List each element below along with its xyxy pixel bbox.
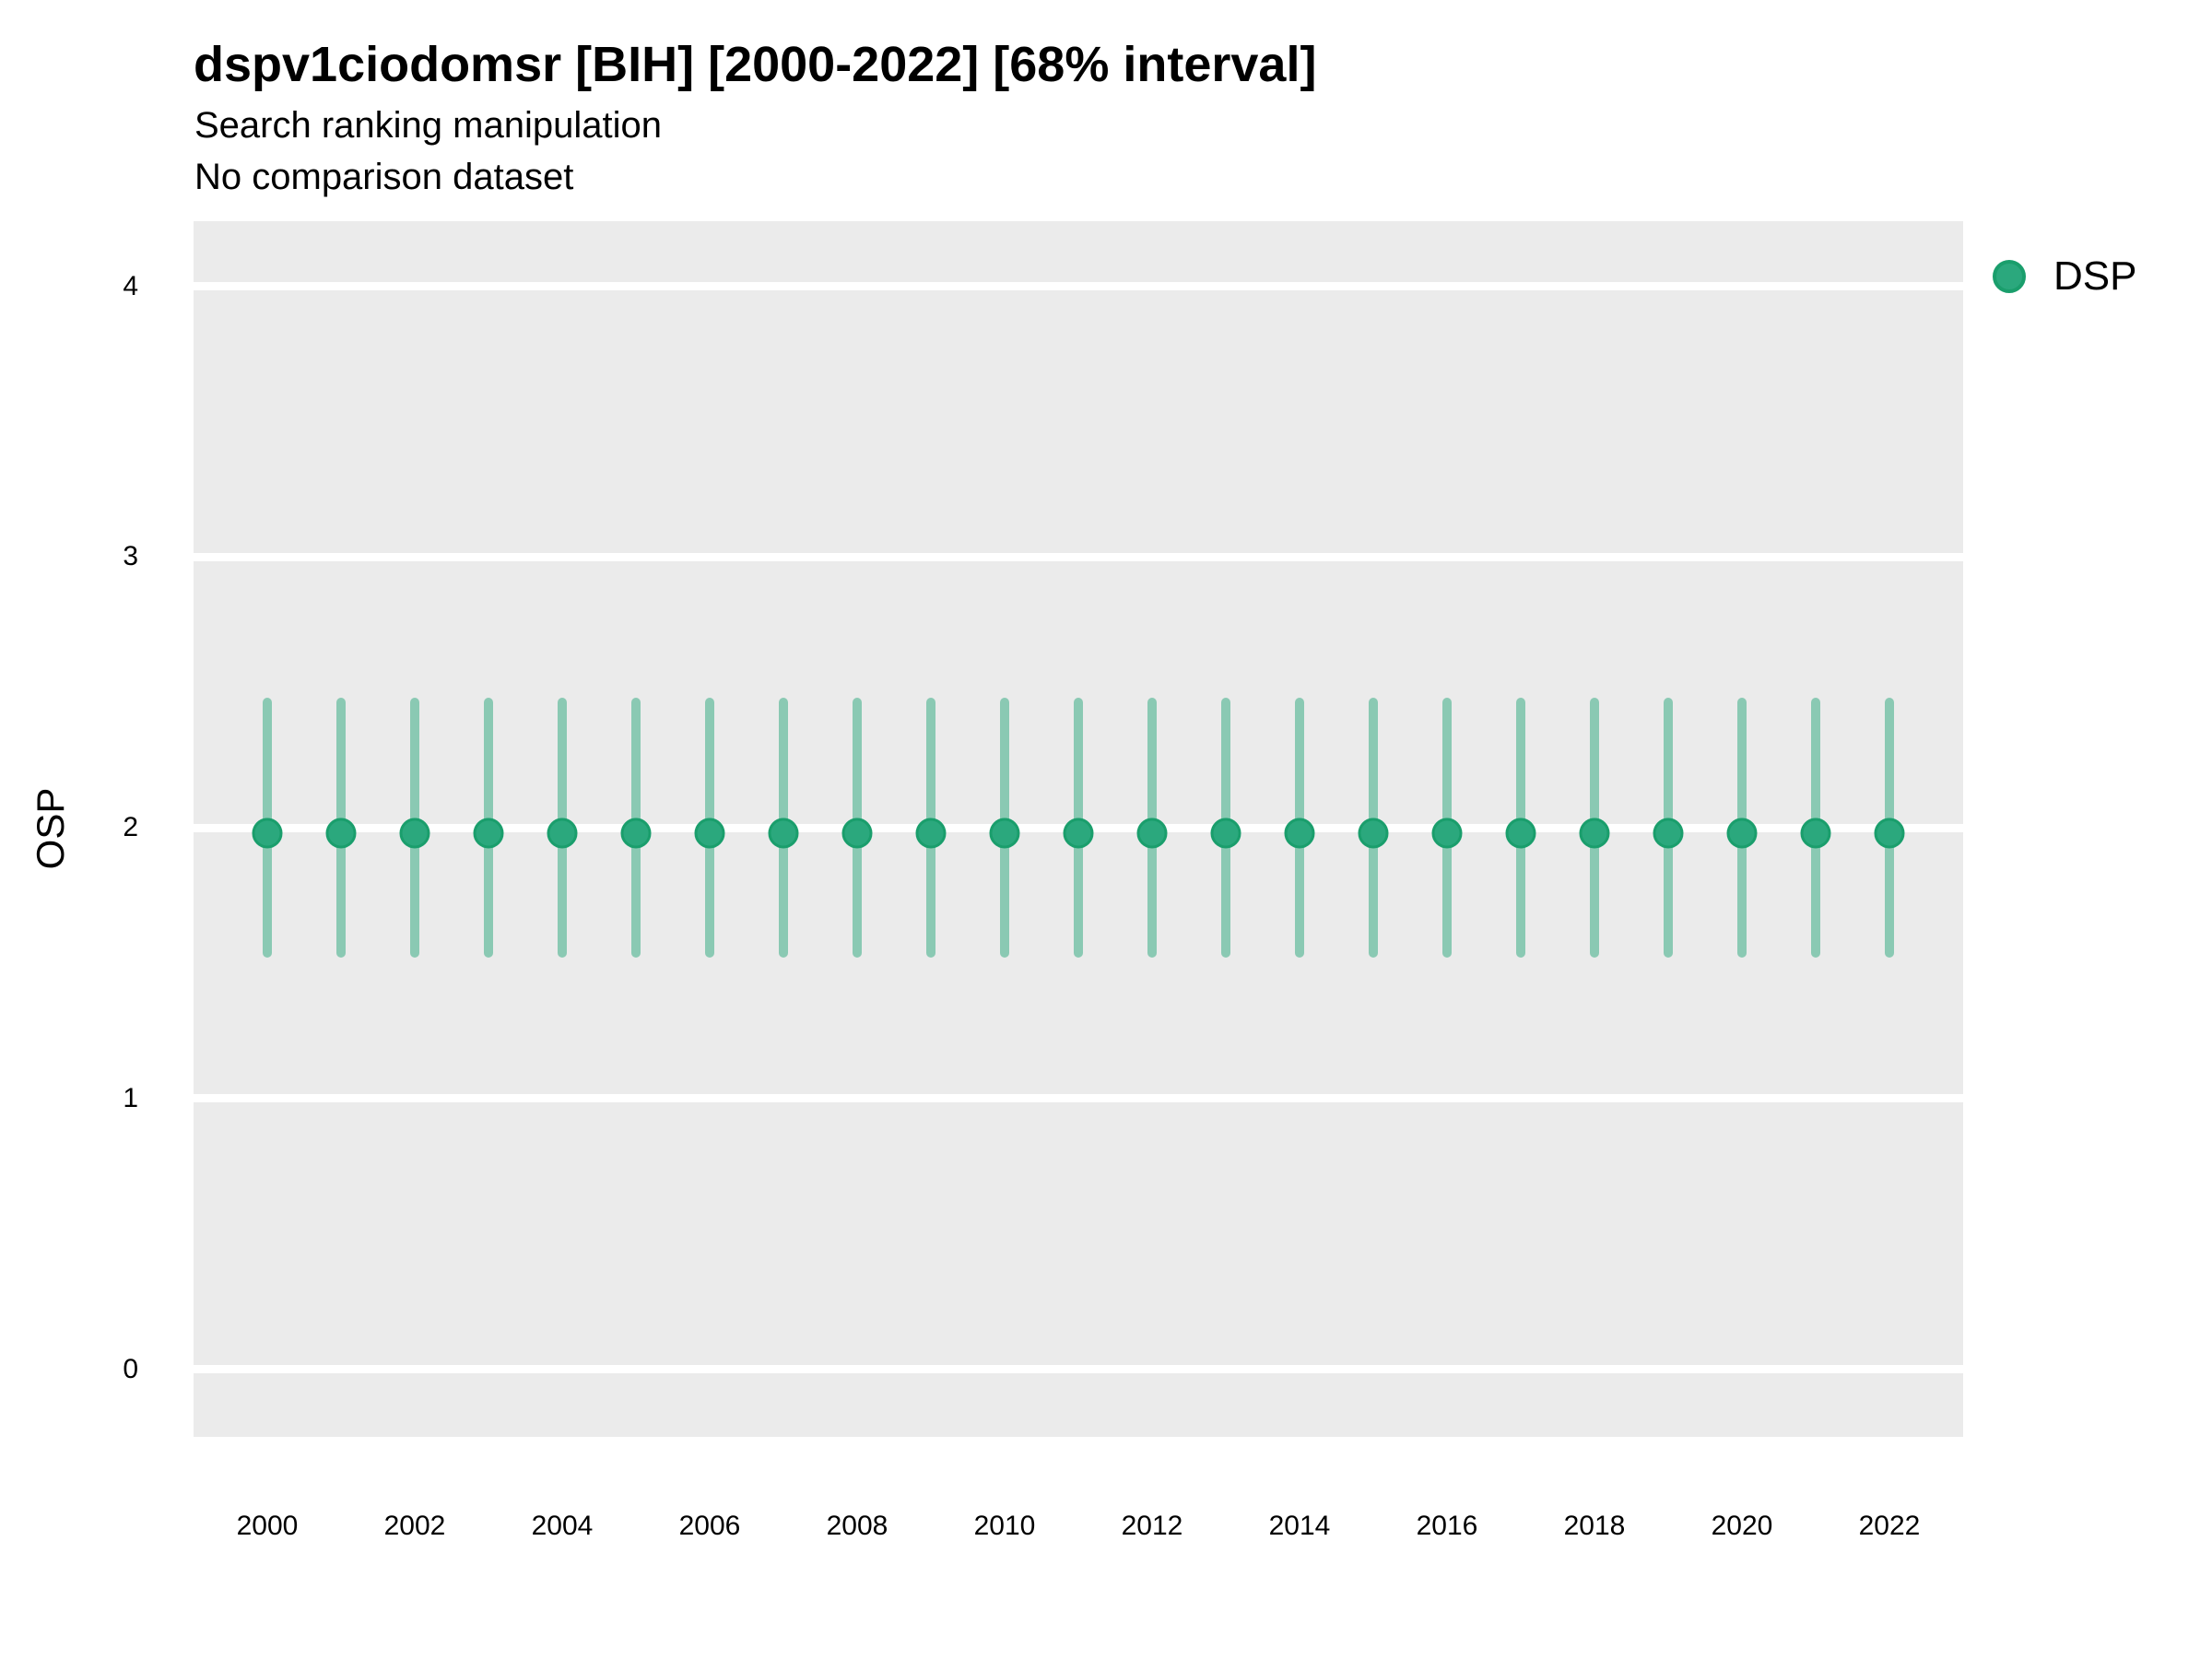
data-point [1136,818,1168,849]
data-point [1800,818,1831,849]
y-tick-label: 4 [123,270,138,301]
x-tick-label: 2016 [1416,1511,1478,1541]
x-tick-label: 2022 [1858,1511,1921,1541]
gridline [194,1094,1963,1103]
data-point [989,818,1020,849]
data-point [1358,818,1389,849]
legend-label: DSP [2053,253,2137,299]
data-point [620,818,652,849]
x-tick-label: 2012 [1121,1511,1183,1541]
chart-title: dspv1ciodomsr [BIH] [2000-2022] [68% int… [194,37,1317,92]
legend-point-icon [1993,260,2026,293]
chart-subtitle: Search ranking manipulation [194,105,662,146]
data-point [768,818,799,849]
data-point [1063,818,1094,849]
gridline [194,1365,1963,1374]
data-point [1579,818,1610,849]
data-point [1505,818,1536,849]
y-tick-label: 2 [123,812,138,843]
data-point [915,818,947,849]
data-point [1874,818,1905,849]
gridline [194,552,1963,561]
data-point [547,818,578,849]
data-point [399,818,430,849]
data-point [694,818,725,849]
data-point [473,818,504,849]
gridline [194,282,1963,290]
x-tick-label: 2000 [236,1511,299,1541]
y-tick-label: 1 [123,1082,138,1113]
data-point [841,818,873,849]
y-tick-label: 3 [123,541,138,572]
data-point [325,818,357,849]
y-tick-label: 0 [123,1353,138,1384]
x-tick-label: 2018 [1563,1511,1626,1541]
x-tick-label: 2008 [826,1511,888,1541]
legend: DSP [1993,254,2136,299]
plot-panel [194,221,1963,1437]
data-point [1210,818,1241,849]
x-tick-label: 2010 [973,1511,1036,1541]
x-tick-label: 2004 [531,1511,594,1541]
chart-subtitle-2: No comparison dataset [194,157,574,197]
x-tick-label: 2002 [383,1511,446,1541]
x-tick-label: 2006 [678,1511,741,1541]
x-tick-label: 2014 [1268,1511,1331,1541]
data-point [252,818,283,849]
data-point [1431,818,1463,849]
x-tick-label: 2020 [1711,1511,1773,1541]
data-point [1726,818,1758,849]
data-point [1653,818,1684,849]
data-point [1284,818,1315,849]
